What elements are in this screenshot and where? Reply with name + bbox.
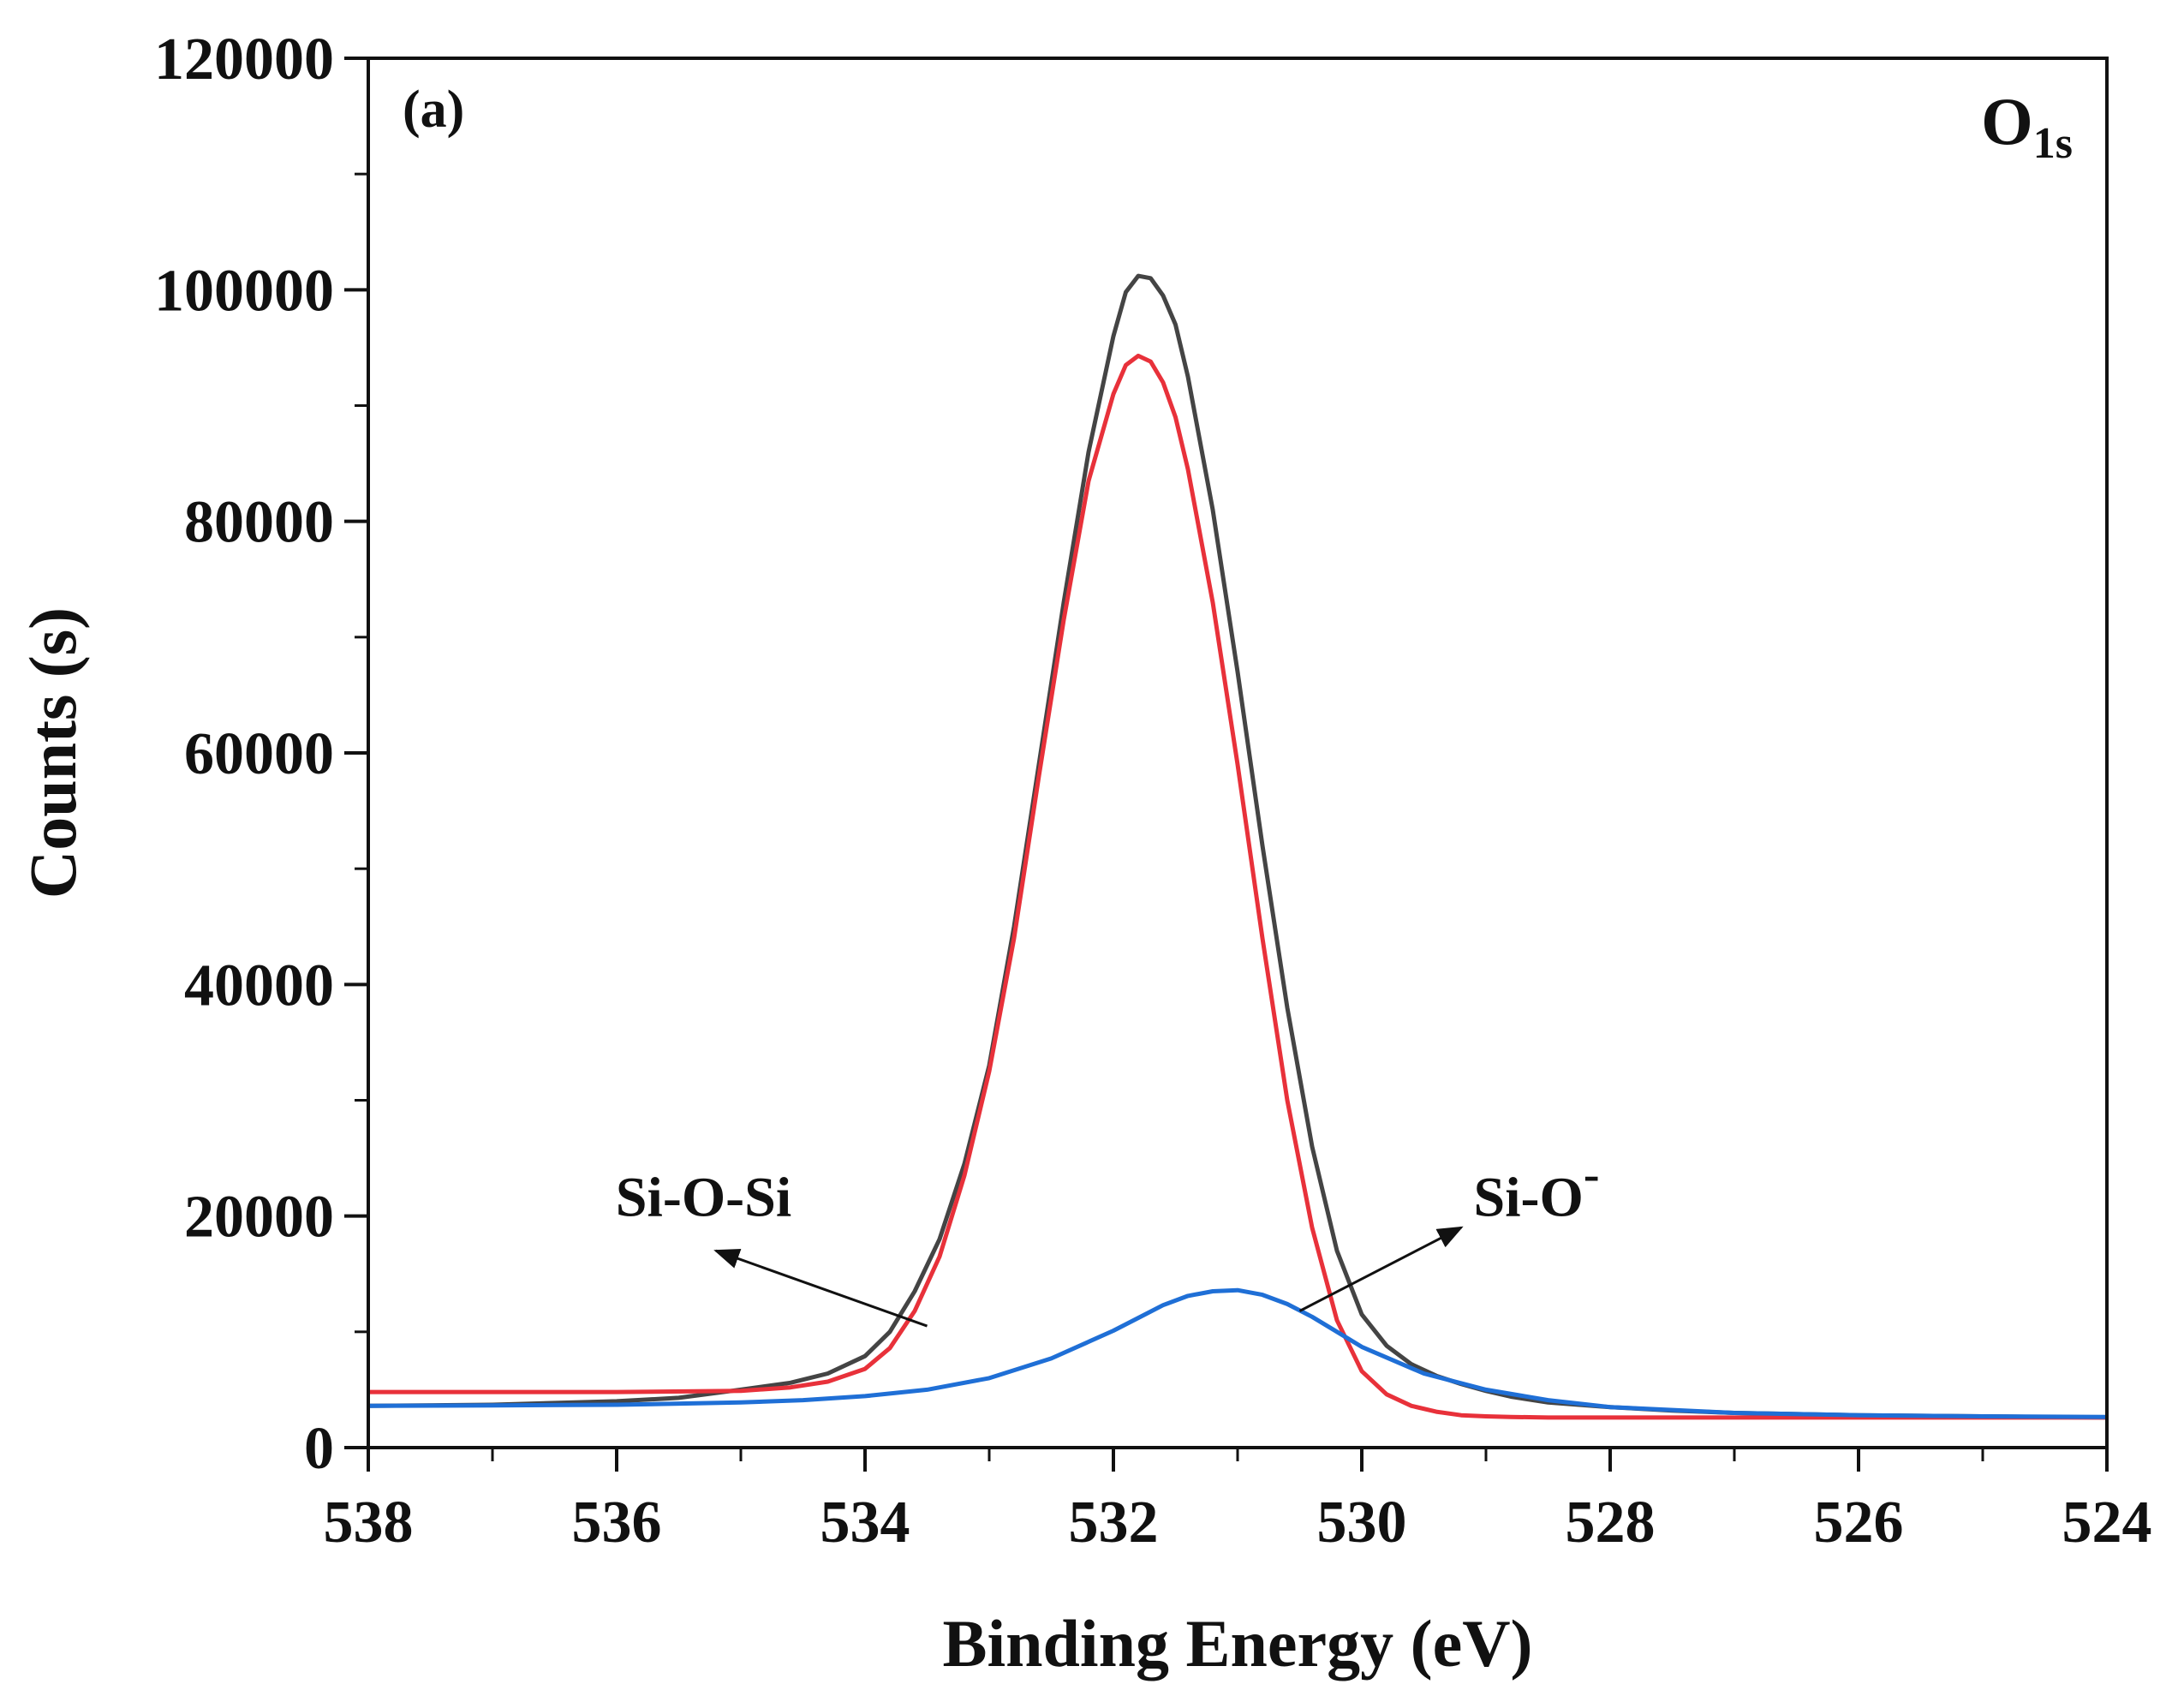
si-o-minus-superscript: - — [1584, 1149, 1600, 1202]
si-o-si-fit-curve — [368, 353, 2107, 1420]
y-tick-label: 120000 — [154, 27, 334, 93]
si-o-minus-label: Si-O- — [1474, 1149, 1600, 1229]
x-tick-label: 538 — [324, 1490, 414, 1556]
si-o-si-label: Si-O-Si — [616, 1167, 791, 1229]
si-o-minus-text: Si-O — [1474, 1167, 1584, 1229]
tick-labels: 538 536 534 532 530 528 526 524 0 20000 40000 60000… — [154, 27, 2152, 1556]
x-tick-label: 536 — [572, 1490, 662, 1556]
y-tick-label: 40000 — [184, 953, 334, 1018]
x-tick-label: 532 — [1069, 1490, 1159, 1556]
y-tick-label: 20000 — [184, 1185, 334, 1251]
y-tick-label: 100000 — [154, 258, 334, 324]
x-axis-title: Binding Energy (eV) — [942, 1606, 1532, 1681]
panel-label: (a) — [403, 81, 464, 139]
plot-frame — [367, 57, 2109, 1449]
x-tick-label: 526 — [1814, 1490, 1904, 1556]
corner-label-sub: 1s — [2033, 119, 2073, 168]
x-tick-label: 528 — [1566, 1490, 1656, 1556]
si-o-minus-fit-curve — [367, 1287, 2108, 1419]
y-axis-title: Counts (s) — [15, 607, 90, 899]
corner-label: O1s — [1981, 84, 2073, 168]
x-tick-label: 530 — [1317, 1490, 1407, 1556]
corner-label-main: O — [1981, 84, 2033, 158]
x-tick-label: 534 — [820, 1490, 910, 1556]
x-tick-label: 524 — [2062, 1490, 2152, 1556]
si-o-si-arrow — [713, 1248, 928, 1328]
y-tick-label: 80000 — [184, 490, 334, 556]
y-tick-label: 0 — [304, 1416, 334, 1482]
measured-curve — [367, 273, 2108, 1420]
tick-marks — [344, 57, 2109, 1472]
y-tick-label: 60000 — [184, 721, 334, 787]
si-o-minus-arrow — [1298, 1226, 1464, 1312]
series-group — [367, 273, 2108, 1420]
